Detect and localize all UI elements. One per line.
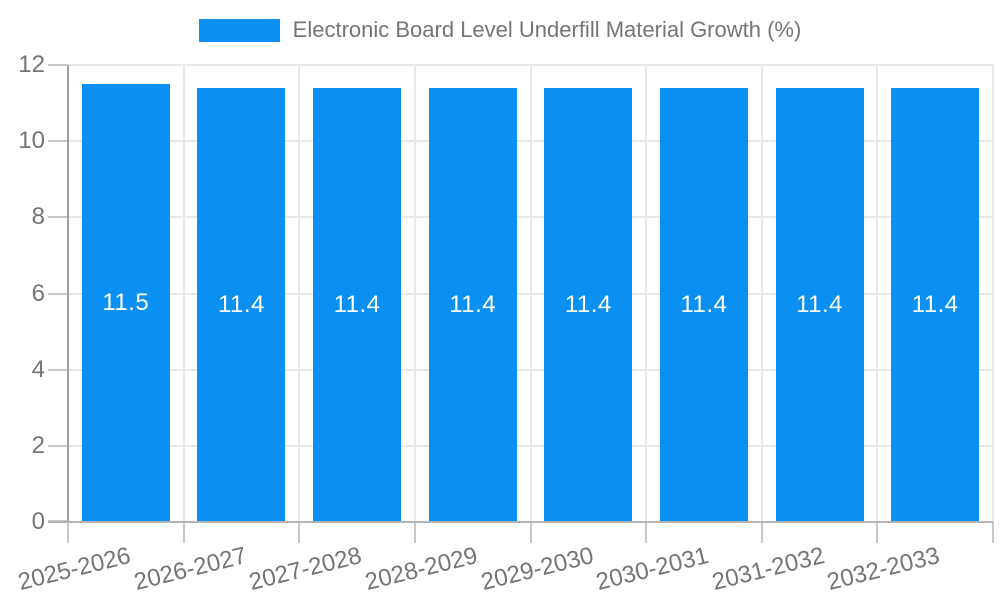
x-tick-label: 2031-2032 [709, 542, 828, 596]
bar-value-label: 11.4 [796, 290, 844, 318]
x-tick-label: 2025-2026 [15, 542, 134, 596]
bar: 11.4 [428, 87, 517, 522]
x-tick-mark [182, 522, 185, 543]
y-tick-label: 4 [31, 355, 45, 383]
x-tick-mark [413, 522, 416, 543]
x-axis-baseline [48, 521, 993, 523]
y-tick-mark [48, 216, 68, 219]
bar-value-label: 11.5 [102, 289, 150, 316]
x-tick-label: 2027-2028 [246, 542, 365, 596]
x-tick-mark [529, 522, 532, 543]
y-tick-mark [48, 368, 68, 371]
bar: 11.4 [197, 87, 286, 522]
y-axis-labels: 0 2 4 6 8 10 12 [0, 51, 45, 535]
x-tick-mark [760, 522, 763, 543]
y-tick-label: 8 [31, 203, 45, 231]
y-tick-label: 2 [31, 431, 45, 459]
y-tick-mark [48, 292, 68, 295]
x-tick-mark [67, 522, 69, 543]
y-tick-label: 6 [31, 279, 45, 307]
bar: 11.4 [313, 87, 402, 522]
y-tick-label: 12 [18, 51, 45, 78]
gridline-vertical [760, 65, 763, 522]
x-tick-mark [992, 522, 994, 543]
bar: 11.4 [544, 87, 633, 522]
gridline-vertical [645, 65, 648, 522]
gridline-vertical [992, 65, 994, 522]
x-tick-label: 2029-2030 [477, 542, 596, 596]
bar-value-label: 11.4 [333, 290, 381, 318]
x-tick-label: 2030-2031 [593, 542, 712, 596]
bar: 11.5 [81, 84, 170, 522]
bar-value-label: 11.4 [564, 290, 612, 318]
y-tick-label: 10 [18, 127, 45, 155]
gridline-vertical [529, 65, 532, 522]
y-tick-mark [48, 140, 68, 143]
y-tick-mark [48, 444, 68, 447]
gridline-vertical [876, 65, 879, 522]
bar: 11.4 [891, 87, 980, 522]
bar: 11.4 [775, 87, 864, 522]
x-tick-mark [876, 522, 879, 543]
bar-value-label: 11.4 [680, 290, 728, 318]
bar-value-label: 11.4 [217, 290, 265, 318]
plot-area: 11.5 11.4 11.4 11.4 11.4 11.4 11.4 11.4 [48, 64, 994, 543]
x-tick-mark [298, 522, 301, 543]
bar-value-label: 11.4 [449, 290, 497, 318]
legend-label: Electronic Board Level Underfill Materia… [292, 17, 802, 42]
y-tick-label: 0 [31, 508, 45, 535]
gridline-vertical [413, 65, 416, 522]
x-tick-label: 2028-2029 [362, 542, 481, 596]
legend: Electronic Board Level Underfill Materia… [0, 17, 1000, 43]
x-tick-label: 2032-2033 [824, 542, 943, 596]
bar: 11.4 [659, 87, 748, 522]
gridline-vertical [298, 65, 301, 522]
bar-value-label: 11.4 [911, 290, 959, 318]
y-tick-mark [48, 64, 68, 66]
y-axis-line [67, 65, 69, 522]
legend-swatch [198, 18, 280, 42]
gridline-vertical [182, 65, 185, 522]
x-tick-label: 2026-2027 [131, 542, 249, 596]
x-tick-mark [645, 522, 648, 543]
